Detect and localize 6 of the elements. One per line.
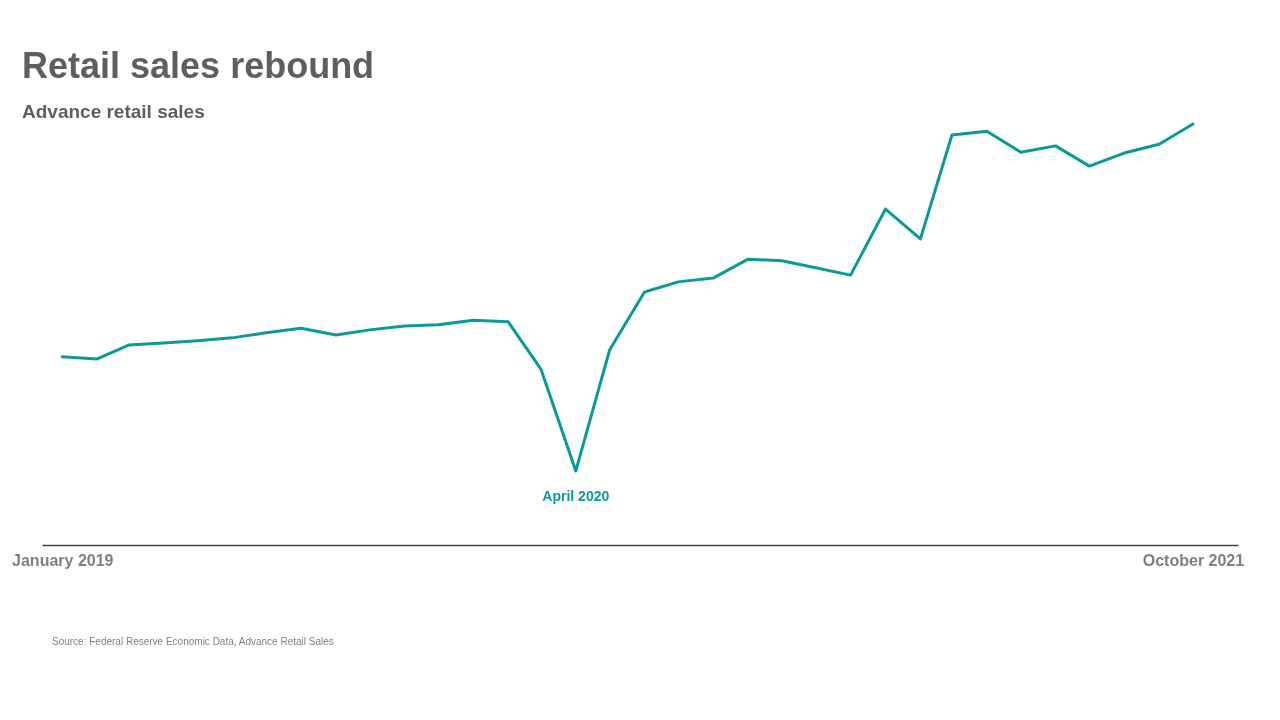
- annotation: April 2020: [542, 487, 610, 504]
- chart-title: Retail sales rebound: [22, 45, 375, 86]
- x-tick-label: January 2019: [12, 552, 114, 570]
- x-tick-label: October 2021: [1142, 552, 1245, 570]
- chart-subtitle: Advance retail sales: [22, 101, 205, 122]
- source-note: Source: Federal Reserve Economic Data, Advance Retail Sales: [52, 636, 334, 647]
